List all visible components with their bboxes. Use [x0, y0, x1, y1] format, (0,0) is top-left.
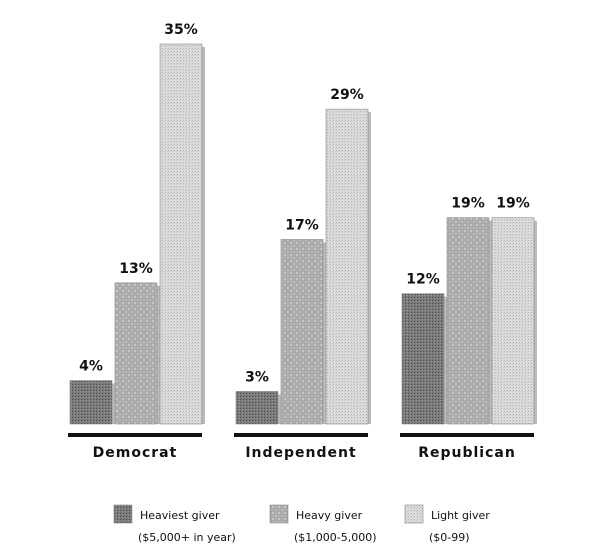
bar — [325, 108, 369, 425]
baseline — [68, 433, 202, 437]
legend-label: Light giver — [431, 509, 490, 522]
bar — [280, 239, 324, 425]
bar — [69, 380, 113, 425]
legend-swatch — [269, 504, 289, 524]
baseline — [234, 433, 368, 437]
value-label: 35% — [164, 22, 198, 38]
category-label: Republican — [418, 445, 516, 461]
category-label: Democrat — [93, 445, 178, 461]
value-label: 3% — [245, 369, 269, 385]
legend-range: ($0-99) — [429, 531, 470, 544]
value-label: 12% — [406, 272, 440, 288]
bar — [235, 391, 279, 425]
value-label: 19% — [451, 196, 485, 212]
bar — [446, 217, 490, 425]
bar — [114, 282, 158, 425]
value-label: 29% — [330, 87, 364, 103]
legend-label: Heavy giver — [296, 509, 363, 522]
baseline — [400, 433, 534, 437]
value-label: 13% — [119, 261, 153, 277]
bar — [401, 293, 445, 425]
value-label: 17% — [285, 217, 319, 233]
bar — [491, 217, 535, 425]
bar — [159, 43, 203, 425]
legend-swatch — [404, 504, 424, 524]
value-label: 4% — [79, 359, 103, 375]
value-label: 19% — [496, 196, 530, 212]
legend-range: ($5,000+ in year) — [138, 531, 236, 544]
legend-range: ($1,000-5,000) — [294, 531, 377, 544]
category-label: Independent — [245, 445, 356, 461]
legend-label: Heaviest giver — [140, 509, 220, 522]
legend-swatch — [113, 504, 133, 524]
